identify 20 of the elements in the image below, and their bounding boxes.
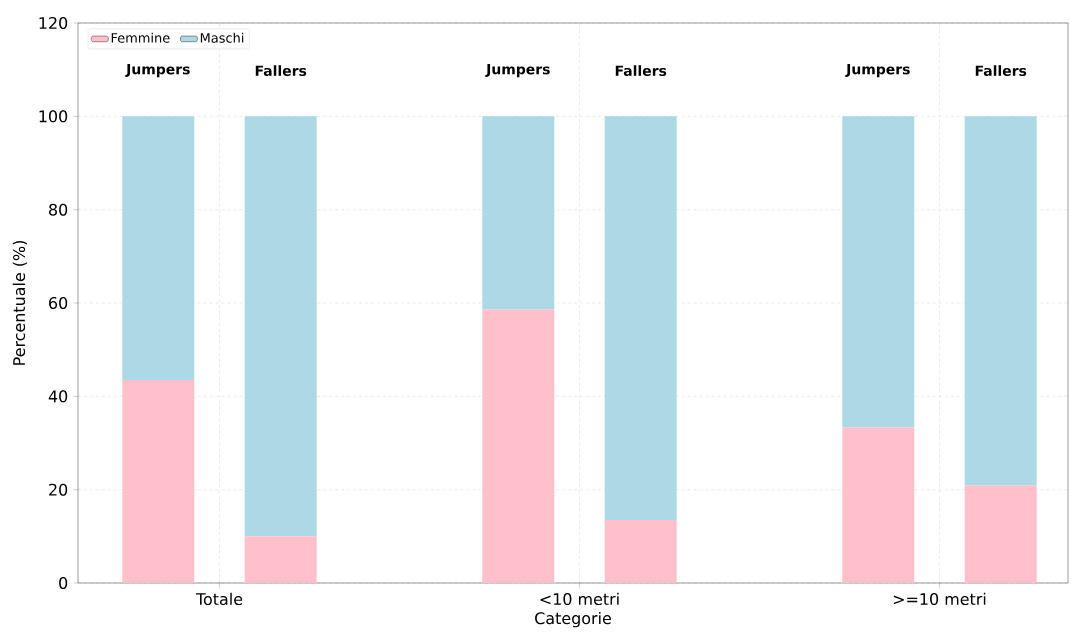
x-tick-label: Jumpers	[485, 64, 550, 78]
y-tick-label: 0	[59, 576, 68, 590]
x-tick-label: Jumpers	[125, 64, 190, 78]
y-tick-label: 60	[49, 296, 68, 310]
x-tick-label: Jumpers	[845, 64, 910, 78]
x-axis-title: Categorie	[535, 611, 611, 628]
text: >=10 metri	[893, 592, 986, 606]
x-tick-label: Fallers	[975, 65, 1027, 76]
x-tick-label: Fallers	[255, 65, 307, 76]
y-tick-label: 120	[39, 16, 68, 30]
y-tick-label: 100	[39, 110, 68, 123]
legend-label: Femmine	[111, 32, 170, 43]
legend-label: Maschi	[200, 32, 244, 43]
text: <10 metri	[540, 592, 619, 606]
y-tick-label: 40	[48, 390, 68, 403]
y-axis-title: Percentuale (%)	[12, 241, 27, 365]
y-tick-label: 20	[49, 483, 68, 496]
x-tick-label: Fallers	[615, 65, 667, 76]
y-tick-label: 80	[49, 203, 68, 216]
text: Totale	[195, 592, 243, 606]
